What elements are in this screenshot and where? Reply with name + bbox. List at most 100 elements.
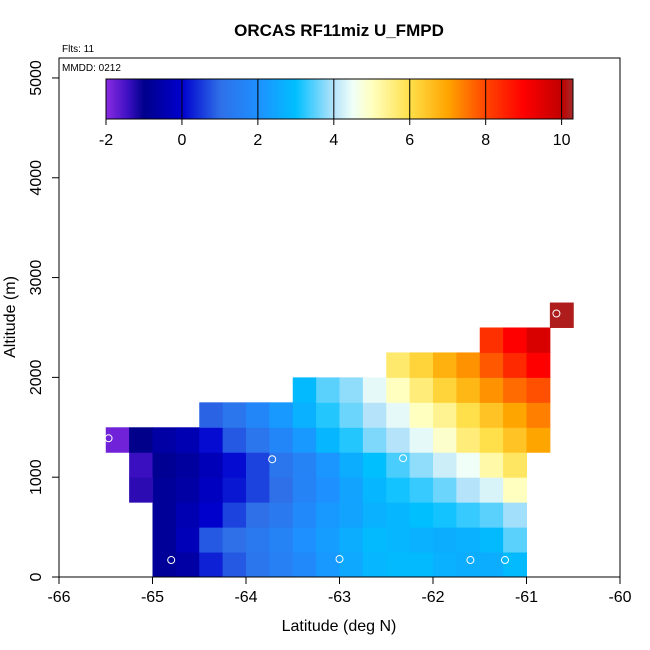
- colorbar-swatch: [561, 79, 564, 119]
- colorbar-swatch: [487, 79, 490, 119]
- colorbar-swatch: [273, 79, 276, 119]
- heatmap-cell: [433, 452, 457, 478]
- x-tick-label: -64: [234, 589, 257, 606]
- colorbar-swatch: [191, 79, 194, 119]
- colorbar-swatch: [318, 79, 321, 119]
- colorbar-swatch: [341, 79, 344, 119]
- colorbar-swatch: [548, 79, 551, 119]
- colorbar-swatch: [216, 79, 219, 119]
- heatmap-cell: [339, 402, 364, 428]
- heatmap-cell: [503, 377, 527, 403]
- colorbar-swatch: [516, 79, 519, 119]
- x-tick-label: -62: [421, 589, 444, 606]
- colorbar-swatch: [246, 79, 249, 119]
- colorbar-swatch: [554, 79, 557, 119]
- colorbar-swatch: [149, 79, 152, 119]
- colorbar-swatch: [295, 79, 299, 119]
- colorbar-swatch: [459, 79, 462, 119]
- colorbar-swatch: [183, 79, 187, 119]
- colorbar-swatch: [504, 79, 507, 119]
- colorbar-swatch: [259, 79, 263, 119]
- heatmap-cell: [339, 502, 364, 528]
- heatmap-cell: [316, 502, 340, 528]
- heatmap-cell: [152, 452, 177, 478]
- heatmap-cell: [479, 427, 504, 453]
- colorbar-swatch: [180, 79, 183, 119]
- flight-point: [552, 309, 561, 318]
- colorbar-swatch: [229, 79, 232, 119]
- heatmap-cell: [409, 427, 434, 453]
- colorbar-swatch: [512, 79, 515, 119]
- colorbar-swatch: [276, 79, 280, 119]
- colorbar-swatch: [151, 79, 154, 119]
- colorbar-swatch: [185, 79, 189, 119]
- colorbar-swatch: [130, 79, 133, 119]
- colorbar-swatch: [385, 79, 388, 119]
- colorbar-swatch: [330, 79, 333, 119]
- heatmap-cell: [152, 502, 177, 528]
- colorbar-swatch: [485, 79, 488, 119]
- heatmap-cell: [362, 402, 387, 428]
- heatmap-cell: [292, 527, 317, 553]
- colorbar-swatch: [140, 79, 143, 119]
- heatmap-cell: [246, 527, 270, 553]
- colorbar-swatch: [324, 79, 327, 119]
- colorbar: -2 0 2 4 6 8 10: [99, 78, 574, 149]
- flight-point: [335, 555, 344, 564]
- colorbar-swatch: [236, 79, 240, 119]
- colorbar-swatch: [366, 79, 369, 119]
- colorbar-swatch: [508, 79, 511, 119]
- heatmap-cell: [479, 502, 504, 528]
- colorbar-swatch: [162, 79, 166, 119]
- x-axis-label: Latitude (deg N): [282, 618, 397, 635]
- colorbar-swatch: [383, 79, 386, 119]
- heatmap-cell: [456, 477, 481, 503]
- colorbar-swatch: [510, 79, 513, 119]
- colorbar-swatch: [352, 79, 356, 119]
- heatmap-cell: [433, 477, 457, 503]
- colorbar-swatch: [457, 79, 460, 119]
- heatmap-cell: [199, 452, 224, 478]
- colorbar-swatch: [223, 79, 226, 119]
- heatmap-cell: [456, 552, 481, 578]
- heatmap-cell: [222, 452, 247, 478]
- colorbar-swatch: [430, 79, 433, 119]
- colorbar-swatch: [225, 79, 228, 119]
- colorbar-tick-label: 4: [329, 132, 338, 149]
- y-tick-label: 2000: [28, 359, 45, 395]
- heatmap-cell: [409, 452, 434, 478]
- colorbar-swatch: [235, 79, 238, 119]
- colorbar-swatch: [552, 79, 555, 119]
- heatmap-cell: [503, 552, 527, 578]
- colorbar-swatch: [115, 79, 118, 119]
- colorbar-swatch: [523, 79, 526, 119]
- heatmap-cell: [222, 502, 247, 528]
- colorbar-swatch: [478, 79, 481, 119]
- flights-annotation: Flts: 11: [62, 44, 94, 55]
- colorbar-swatch: [538, 79, 542, 119]
- heatmap-cell: [316, 402, 340, 428]
- colorbar-swatch: [392, 79, 395, 119]
- colorbar-swatch: [438, 79, 441, 119]
- heatmap-cell: [503, 352, 527, 378]
- colorbar-swatch: [164, 79, 168, 119]
- colorbar-swatch: [402, 79, 405, 119]
- colorbar-swatch: [417, 79, 420, 119]
- colorbar-swatch: [565, 79, 568, 119]
- heatmap-cell: [456, 527, 481, 553]
- heatmap-cell: [433, 402, 457, 428]
- heatmap-cell: [339, 452, 364, 478]
- colorbar-swatch: [331, 79, 335, 119]
- colorbar-swatch: [519, 79, 523, 119]
- colorbar-swatch: [536, 79, 540, 119]
- colorbar-swatch: [109, 79, 113, 119]
- colorbar-swatch: [117, 79, 120, 119]
- heatmap-cell: [409, 352, 434, 378]
- colorbar-swatch: [166, 79, 170, 119]
- heatmap-cell: [479, 402, 504, 428]
- heatmap-cell: [269, 477, 294, 503]
- colorbar-swatch: [472, 79, 475, 119]
- heatmap-cell: [386, 502, 411, 528]
- colorbar-swatch: [136, 79, 139, 119]
- heatmap-cell: [386, 402, 411, 428]
